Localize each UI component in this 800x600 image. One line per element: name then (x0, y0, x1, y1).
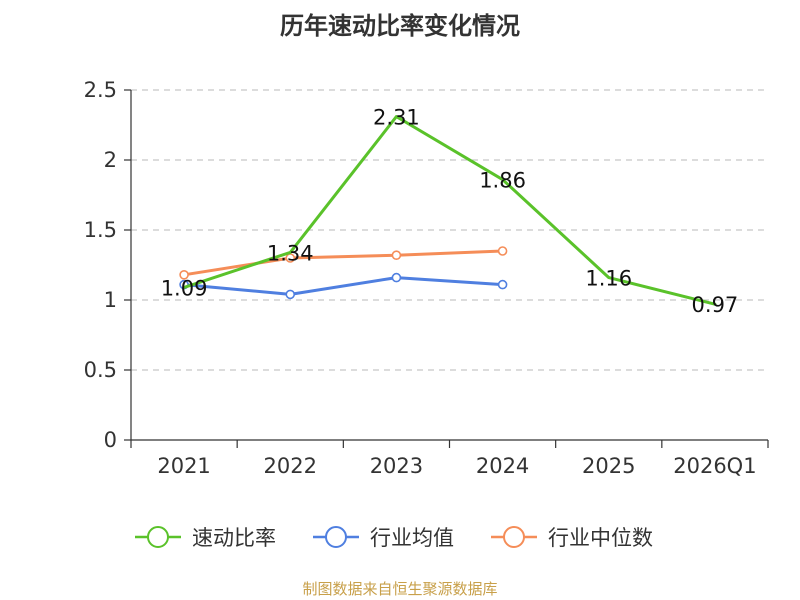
legend-marker (503, 526, 525, 548)
data-labels: 1.09 1.34 2.31 1.86 1.16 0.97 (161, 106, 739, 318)
data-point (285, 253, 296, 263)
source-footer: 制图数据来自恒生聚源数据库 (302, 580, 498, 598)
data-point (497, 279, 508, 290)
data-label: 0.97 (692, 293, 739, 317)
series-group (179, 115, 717, 306)
y-tick-label: 0.5 (84, 358, 117, 382)
data-point (391, 250, 402, 260)
grid-lines (131, 89, 768, 371)
y-tick-label: 2 (104, 148, 117, 172)
data-point (285, 289, 296, 300)
x-tick-label: 2026Q1 (673, 454, 756, 478)
data-label: 2.31 (373, 106, 420, 130)
data-label: 1.86 (479, 169, 526, 193)
y-tick-label: 1 (104, 288, 117, 312)
legend-item[interactable]: 速动比率 (135, 526, 276, 550)
y-tick-label: 0 (104, 428, 117, 452)
data-point (497, 246, 508, 256)
legend-marker (325, 526, 347, 548)
chart-title: 历年速动比率变化情况 (280, 12, 520, 40)
legend-label: 行业均值 (370, 526, 454, 550)
data-label: 1.09 (161, 276, 208, 300)
x-tick-label: 2025 (582, 454, 635, 478)
y-tick-label: 1.5 (84, 218, 117, 242)
data-point (179, 269, 189, 280)
axes: 0 0.5 1 1.5 2 2.5 2021 2022 2023 2024 2025 2026Q1 (84, 78, 769, 478)
y-tick-label: 2.5 (84, 78, 117, 102)
series-line (182, 249, 505, 277)
x-tick-label: 2021 (157, 454, 210, 478)
data-label: 1.16 (585, 267, 632, 291)
data-label: 1.34 (267, 241, 314, 265)
data-point (391, 272, 402, 283)
x-tick-label: 2024 (476, 454, 529, 478)
legend[interactable]: 速动比率 行业均值 行业中位数 (135, 526, 653, 550)
series-line (182, 276, 505, 296)
legend-label: 行业中位数 (548, 526, 653, 550)
legend-marker (147, 526, 169, 548)
legend-item[interactable]: 行业中位数 (491, 526, 653, 550)
legend-label: 速动比率 (192, 526, 276, 550)
x-tick-label: 2022 (264, 454, 317, 478)
series-line (182, 115, 717, 306)
legend-item[interactable]: 行业均值 (313, 526, 454, 550)
x-tick-label: 2023 (370, 454, 423, 478)
